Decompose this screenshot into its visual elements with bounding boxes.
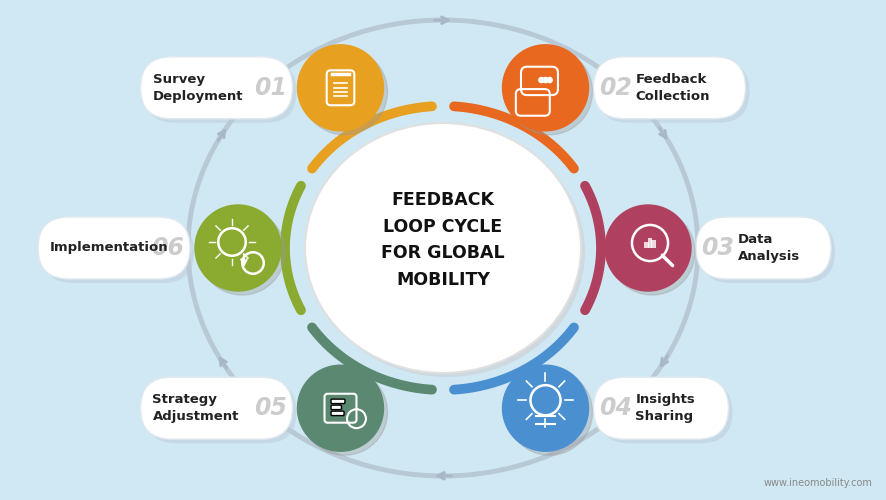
Circle shape [301,369,387,455]
Text: Survey
Deployment: Survey Deployment [152,73,243,102]
Circle shape [506,369,592,455]
Circle shape [542,78,548,82]
FancyBboxPatch shape [144,61,296,123]
Circle shape [506,49,592,135]
FancyBboxPatch shape [330,399,345,404]
Text: 03: 03 [701,236,734,260]
FancyBboxPatch shape [593,377,727,439]
Circle shape [609,209,695,295]
Circle shape [604,205,690,291]
Text: Strategy
Adjustment: Strategy Adjustment [152,394,238,423]
Circle shape [305,373,376,444]
Text: 04: 04 [598,396,632,420]
Text: Implementation: Implementation [50,242,168,254]
Ellipse shape [305,123,580,373]
Circle shape [301,49,387,135]
FancyBboxPatch shape [597,61,749,123]
Bar [647,238,651,248]
Circle shape [502,45,587,131]
FancyBboxPatch shape [140,377,292,439]
Text: 01: 01 [253,76,287,100]
Bar [644,242,648,248]
FancyBboxPatch shape [696,217,830,279]
Circle shape [203,212,273,284]
Circle shape [538,78,543,82]
Circle shape [502,365,587,451]
Text: www.ineomobility.com: www.ineomobility.com [762,478,871,488]
FancyBboxPatch shape [144,381,296,443]
Circle shape [547,78,552,82]
FancyBboxPatch shape [140,57,292,119]
FancyBboxPatch shape [597,381,732,443]
Circle shape [297,365,383,451]
Text: 05: 05 [253,396,287,420]
Ellipse shape [308,127,585,377]
FancyBboxPatch shape [330,405,341,409]
Text: 02: 02 [598,76,632,100]
Circle shape [305,52,376,123]
Circle shape [198,209,284,295]
Text: Insights
Sharing: Insights Sharing [634,394,695,423]
Circle shape [612,212,682,284]
Circle shape [509,52,580,123]
FancyBboxPatch shape [330,411,344,416]
Circle shape [509,373,580,444]
FancyBboxPatch shape [593,57,744,119]
Text: Feedback
Collection: Feedback Collection [634,73,709,102]
FancyBboxPatch shape [699,221,834,283]
Text: 06: 06 [152,236,184,260]
Bar [650,240,655,248]
Text: FEEDBACK
LOOP CYCLE
FOR GLOBAL
MOBILITY: FEEDBACK LOOP CYCLE FOR GLOBAL MOBILITY [381,192,504,288]
Text: Data
Analysis: Data Analysis [737,233,799,263]
FancyBboxPatch shape [42,221,194,283]
FancyBboxPatch shape [38,217,190,279]
Circle shape [297,45,383,131]
Circle shape [195,205,281,291]
